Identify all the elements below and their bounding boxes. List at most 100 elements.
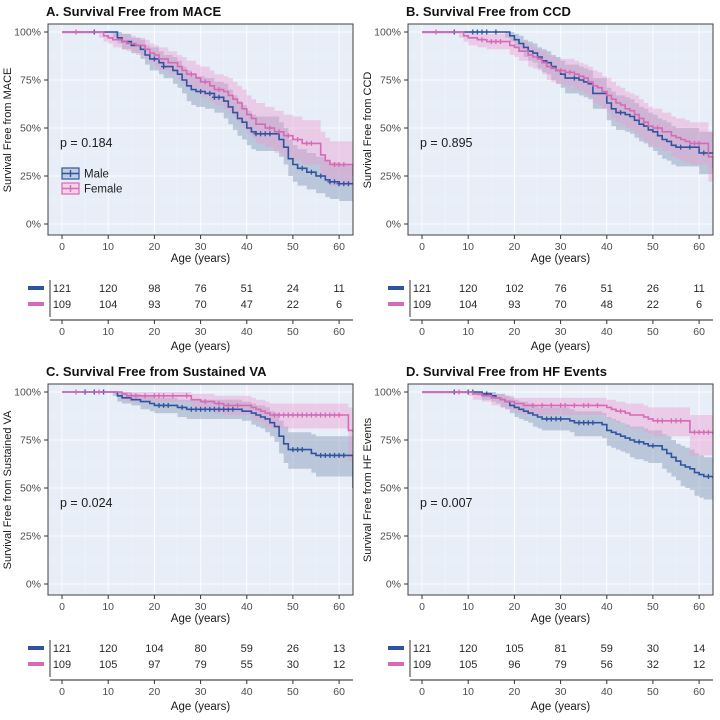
risk-x-axis-title: Age (years)	[531, 701, 591, 713]
svg-text:97: 97	[148, 659, 160, 671]
curves	[62, 29, 353, 201]
svg-text:47: 47	[241, 299, 253, 311]
svg-text:50: 50	[287, 686, 299, 698]
svg-text:105: 105	[99, 659, 117, 671]
risk-axis-ticks	[421, 320, 700, 324]
svg-text:59: 59	[241, 643, 253, 655]
svg-text:0%: 0%	[386, 219, 401, 231]
svg-text:25%: 25%	[380, 171, 401, 183]
svg-text:100%: 100%	[374, 27, 401, 39]
svg-text:40: 40	[241, 601, 253, 613]
svg-text:22: 22	[287, 299, 299, 311]
risk-axis-ticks	[421, 680, 700, 684]
svg-text:0: 0	[59, 241, 65, 253]
female-confidence-ribbon	[422, 392, 713, 458]
svg-text:13: 13	[333, 643, 345, 655]
risk-x-tick-labels: 0 10 20 30 40 50 60	[59, 686, 345, 698]
svg-text:50%: 50%	[380, 483, 401, 495]
svg-text:102: 102	[505, 283, 523, 295]
male-legend-label: Male	[84, 169, 109, 181]
panel-c: C. Survival Free from Sustained VA p = 0…	[0, 360, 360, 720]
svg-text:0%: 0%	[386, 579, 401, 591]
female-confidence-ribbon	[62, 32, 353, 201]
svg-text:56: 56	[601, 659, 613, 671]
male-confidence-ribbon	[422, 32, 713, 175]
curves	[422, 389, 713, 502]
male-confidence-ribbon	[62, 392, 353, 527]
svg-text:51: 51	[241, 283, 253, 295]
svg-text:81: 81	[554, 643, 566, 655]
risk-x-tick-labels: 0 10 20 30 40 50 60	[59, 326, 345, 338]
svg-text:30: 30	[555, 241, 567, 253]
svg-text:100%: 100%	[14, 387, 41, 399]
svg-text:0: 0	[59, 326, 65, 338]
female-survival-curve	[422, 391, 713, 435]
svg-text:40: 40	[601, 241, 613, 253]
svg-text:60: 60	[333, 241, 345, 253]
svg-text:55: 55	[241, 659, 253, 671]
svg-text:120: 120	[459, 283, 477, 295]
y-tick-labels: 0% 25% 50% 75% 100%	[374, 27, 401, 231]
svg-text:40: 40	[241, 326, 253, 338]
svg-text:70: 70	[554, 299, 566, 311]
svg-text:0: 0	[419, 241, 425, 253]
axis-ticks	[44, 31, 340, 239]
female-censor-marks	[73, 29, 347, 167]
panel-a-p-value: p = 0.184	[60, 136, 113, 150]
svg-text:40: 40	[601, 326, 613, 338]
y-axis-title: Survival Free from MACE	[2, 68, 14, 193]
svg-text:20: 20	[509, 686, 521, 698]
svg-text:79: 79	[194, 659, 206, 671]
svg-text:40: 40	[601, 686, 613, 698]
risk-axis-ticks	[61, 680, 340, 684]
curves	[422, 29, 713, 196]
svg-text:121: 121	[53, 643, 71, 655]
svg-text:6: 6	[696, 299, 702, 311]
svg-text:60: 60	[693, 601, 705, 613]
svg-text:30: 30	[287, 659, 299, 671]
svg-text:14: 14	[693, 643, 705, 655]
panel-c-survival-chart: 0 10 20 30 40 50 60 0% 25% 50% 75% 100% Age (years) S…	[2, 383, 354, 625]
svg-text:80: 80	[194, 643, 206, 655]
panel-a: A. Survival Free from MACE p = 0.184 0 10…	[0, 0, 360, 360]
svg-text:59: 59	[601, 643, 613, 655]
male-survival-curve	[62, 31, 353, 185]
panel-b-p-value: p = 0.895	[420, 136, 473, 150]
svg-text:105: 105	[505, 643, 523, 655]
svg-text:26: 26	[287, 643, 299, 655]
svg-text:75%: 75%	[20, 435, 41, 447]
svg-text:104: 104	[99, 299, 117, 311]
svg-text:11: 11	[693, 283, 704, 295]
male-censor-marks	[91, 29, 351, 187]
male-at-risk-row: 121 120 104 80 59 26 13	[53, 643, 345, 655]
y-axis-title: Survival Free from CCD	[362, 72, 374, 189]
svg-text:50%: 50%	[20, 483, 41, 495]
svg-text:79: 79	[554, 659, 566, 671]
legend: Male Female	[61, 167, 122, 196]
svg-text:75%: 75%	[380, 435, 401, 447]
svg-text:75%: 75%	[380, 75, 401, 87]
svg-text:10: 10	[462, 326, 474, 338]
svg-text:10: 10	[102, 601, 114, 613]
y-tick-labels: 0% 25% 50% 75% 100%	[374, 387, 401, 591]
svg-text:20: 20	[149, 326, 161, 338]
svg-text:30: 30	[195, 326, 207, 338]
male-at-risk-row: 121 120 102 76 51 26 11	[413, 283, 705, 295]
svg-text:76: 76	[194, 283, 206, 295]
svg-text:10: 10	[102, 241, 114, 253]
svg-text:30: 30	[555, 686, 567, 698]
svg-text:121: 121	[413, 283, 431, 295]
male-at-risk-row: 121 120 98 76 51 24 11	[53, 283, 345, 295]
y-axis-title: Survival Free from HF Events	[362, 417, 374, 562]
svg-text:50%: 50%	[380, 123, 401, 135]
female-censor-marks	[433, 29, 702, 146]
svg-text:25%: 25%	[20, 171, 41, 183]
x-axis-title: Age (years)	[171, 613, 231, 625]
svg-text:32: 32	[647, 659, 659, 671]
female-at-risk-row: 109 105 96 79 56 32 12	[413, 659, 705, 671]
svg-text:20: 20	[149, 686, 161, 698]
svg-text:24: 24	[287, 283, 299, 295]
female-at-risk-row: 109 105 97 79 55 30 12	[53, 659, 345, 671]
